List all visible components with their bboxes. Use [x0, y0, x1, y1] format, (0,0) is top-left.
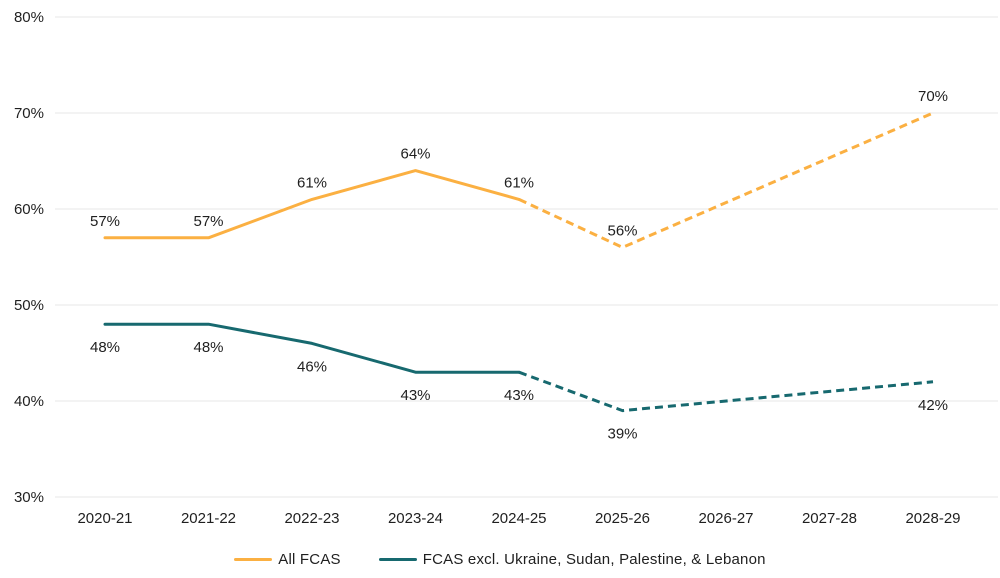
x-tick-label: 2024-25 [491, 510, 546, 527]
data-label: 39% [607, 426, 637, 443]
series-line-dashed-0 [518, 111, 934, 249]
x-tick-label: 2020-21 [77, 510, 132, 527]
x-tick-label: 2025-26 [595, 510, 650, 527]
line-chart-plot: 30% 40% 50% 60% 70% 80% 2020-21 2021-22 2022-23 2… [14, 9, 998, 527]
data-label: 43% [504, 387, 534, 404]
y-tick-label: 70% [14, 105, 44, 122]
data-label: 61% [504, 174, 534, 191]
legend-label-fcas-excl: FCAS excl. Ukraine, Sudan, Palestine, & … [422, 550, 766, 568]
x-tick-label: 2023-24 [388, 510, 443, 527]
data-label: 48% [193, 339, 223, 356]
y-tick-label: 60% [14, 201, 44, 218]
data-label: 46% [297, 358, 327, 375]
y-tick-label: 40% [14, 393, 44, 410]
x-tick-label: 2026-27 [698, 510, 753, 527]
data-label: 42% [918, 397, 948, 414]
data-label: 48% [90, 339, 120, 356]
series-line-solid-0 [103, 169, 521, 240]
legend-item-all-fcas: All FCAS [234, 550, 341, 568]
data-label: 57% [193, 213, 223, 230]
data-label: 64% [400, 146, 430, 163]
legend-label-all-fcas: All FCAS [278, 550, 341, 568]
x-tick-label: 2021-22 [181, 510, 236, 527]
legend-swatch-all-fcas [234, 557, 273, 561]
x-tick-label: 2027-28 [802, 510, 857, 527]
legend-item-fcas-excl: FCAS excl. Ukraine, Sudan, Palestine, & … [378, 550, 766, 568]
data-label: 43% [400, 387, 430, 404]
data-label: 61% [297, 174, 327, 191]
y-tick-label: 30% [14, 489, 44, 506]
legend-swatch-fcas-excl [378, 557, 417, 561]
series-line-dashed-1 [518, 370, 934, 413]
y-tick-label: 80% [14, 9, 44, 26]
y-tick-label: 50% [14, 297, 44, 314]
x-tick-label: 2022-23 [284, 510, 339, 527]
data-label: 57% [90, 213, 120, 230]
x-tick-label: 2028-29 [905, 510, 960, 527]
data-label: 56% [607, 222, 637, 239]
data-label: 70% [918, 88, 948, 105]
series-line-solid-1 [103, 322, 521, 374]
chart-legend: All FCAS FCAS excl. Ukraine, Sudan, Pale… [0, 543, 1000, 575]
